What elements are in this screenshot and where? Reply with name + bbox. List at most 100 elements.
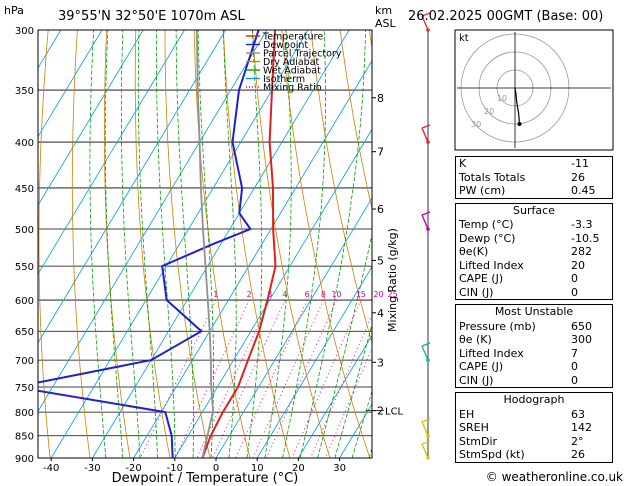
legend-entry: Parcel Trajectory: [263, 49, 342, 60]
copyright-footer: © weatheronline.co.uk: [485, 470, 623, 484]
basic-index-row: K -11: [456, 157, 614, 171]
wind-barb-point: [426, 456, 430, 460]
hodograph-indices-title: Hodograph: [503, 393, 565, 407]
most-unstable-index-row: Pressure (mb) 650: [456, 319, 614, 333]
basic-index-value: 0.45: [571, 184, 596, 198]
wind-barb-flag: [421, 342, 431, 347]
isotherm: [174, 128, 372, 458]
hodograph-indices-box: Hodograph EH 63 SREH 142 StmDir 2° StmSpd (kt)…: [455, 392, 614, 463]
wet-adiabat: [121, 30, 141, 458]
wet-adiabat: [299, 30, 366, 458]
mixing-ratio-line: [212, 299, 286, 458]
dry-adiabat: [104, 30, 131, 458]
pressure-tick-label: 900: [15, 454, 34, 465]
surface-index-value: 0: [571, 272, 578, 286]
wet-adiabat: [264, 30, 292, 458]
basic-index-value: 26: [571, 170, 585, 184]
temperature-line: [201, 30, 277, 458]
mixing-ratio-tick-label: 3: [267, 290, 272, 299]
hodograph-index-row: StmSpd (kt) 26: [456, 448, 614, 462]
mixing-ratio-tick-label: 25: [388, 290, 398, 299]
km-axis-label: km: [375, 4, 392, 17]
mixing-ratio-line: [291, 299, 362, 458]
mixing-ratio-line: [235, 299, 308, 458]
mixing-ratio-tick-label: 8: [321, 290, 326, 299]
most-unstable-index-value: 650: [571, 319, 592, 333]
hodograph-index-value: 2°: [571, 434, 584, 448]
hpa-axis-label: hPa: [4, 4, 24, 17]
surface-index-value: 282: [571, 245, 592, 259]
pressure-tick-label: 650: [15, 327, 34, 338]
pressure-tick-label: 500: [15, 225, 34, 236]
surface-index-value: -3.3: [571, 218, 593, 232]
x-tick-label: -40: [43, 463, 59, 474]
height-km-label: 3: [377, 356, 384, 369]
hodograph-ring-label: 20: [484, 107, 494, 116]
mixing-ratio-tick-label: 2: [247, 290, 252, 299]
basic-index-label: K: [459, 157, 467, 171]
isotherm: [50, 30, 309, 458]
dry-adiabat: [281, 30, 371, 458]
mixing-ratio-line: [174, 299, 250, 458]
most-unstable-index-row: Lifted Index 7: [456, 347, 614, 361]
basic-index-row: PW (cm) 0.45: [456, 184, 614, 198]
wind-barb: [421, 443, 429, 459]
surface-index-value: 20: [571, 258, 585, 272]
height-km-label: 4: [377, 307, 384, 320]
pressure-tick-label: 550: [15, 262, 34, 273]
dry-adiabat: [193, 30, 251, 458]
wind-barb-point: [426, 227, 430, 231]
legend-entry: Mixing Ratio: [263, 83, 322, 94]
surface-index-label: Lifted Index: [459, 258, 524, 272]
pressure-tick-label: 400: [15, 138, 34, 149]
surface-index-row: CAPE (J) 0: [456, 272, 614, 286]
wind-barb-flag: [421, 440, 431, 445]
surface-title: Surface: [513, 203, 555, 217]
dry-adiabat: [223, 30, 291, 458]
dry-adiabat: [134, 30, 171, 458]
legend-entry: Isotherm: [263, 74, 305, 85]
wet-adiabat: [89, 30, 107, 458]
dry-adiabat: [252, 30, 331, 458]
surface-index-row: θe(K) 282: [456, 245, 614, 259]
basic-index-row: Totals Totals 26: [456, 171, 614, 185]
wind-barb-point: [426, 358, 430, 362]
surface-index-value: 0: [571, 286, 578, 300]
surface-index-label: Temp (°C): [459, 218, 514, 232]
wind-barb-flag: [421, 12, 431, 17]
isotherm: [38, 30, 268, 413]
basic-indices-box: K -11 Totals Totals 26 PW (cm) 0.45: [455, 156, 613, 199]
hodograph-index-value: 26: [571, 448, 585, 462]
most-unstable-index-label: CAPE (J): [459, 360, 504, 374]
x-axis-label: Dewpoint / Temperature (°C): [112, 471, 299, 486]
most-unstable-index-value: 0: [571, 360, 578, 374]
mixing-ratio-tick-label: 6: [305, 290, 310, 299]
surface-index-label: CIN (J): [459, 286, 494, 300]
most-unstable-title: Most Unstable: [494, 305, 574, 319]
mixing-ratio-tick-label: 10: [331, 290, 341, 299]
surface-index-label: Dewp (°C): [459, 231, 516, 245]
hodograph-trace: [514, 87, 521, 125]
x-tick-label: 20: [292, 463, 305, 474]
hodograph-index-row: StmDir 2°: [456, 435, 614, 449]
hodograph-ring-label: 10: [497, 94, 507, 103]
x-tick-label: 30: [333, 463, 346, 474]
hodograph-index-row: EH 63: [456, 407, 614, 421]
surface-index-value: -10.5: [571, 231, 600, 245]
hodograph-index-row: SREH 142: [456, 421, 614, 435]
wet-adiabat: [222, 30, 237, 458]
lcl-label: LCL: [385, 407, 404, 418]
wet-adiabat: [175, 30, 194, 458]
pressure-tick-label: 600: [15, 296, 34, 307]
datetime-title: 26.02.2025 00GMT (Base: 00): [408, 9, 603, 24]
isotherm: [92, 30, 350, 458]
mixing-ratio-line: [265, 299, 337, 458]
surface-index-row: Dewp (°C) -10.5: [456, 231, 614, 245]
pressure-tick-label: 350: [15, 86, 34, 97]
hodograph-index-label: StmDir: [459, 434, 498, 448]
legend-entry: Dewpoint: [263, 40, 308, 51]
hodograph-ring-label: 30: [471, 120, 481, 129]
pressure-tick-label: 750: [15, 383, 34, 394]
mixing-ratio-tick-label: 1: [213, 290, 218, 299]
isotherm: [38, 30, 226, 344]
